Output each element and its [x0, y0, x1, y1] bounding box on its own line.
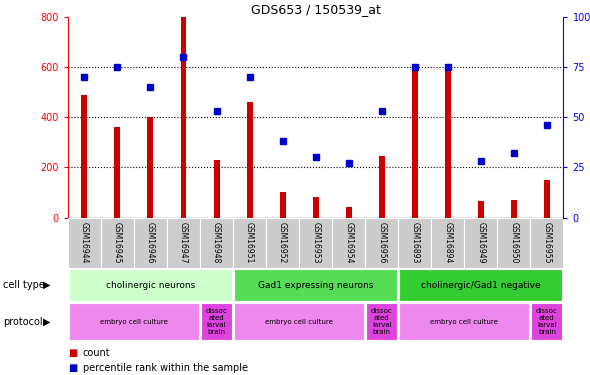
Bar [214, 160, 219, 218]
Bar [511, 200, 517, 217]
Text: GSM16894: GSM16894 [443, 222, 453, 264]
Text: protocol: protocol [3, 316, 42, 327]
Bar [365, 217, 398, 268]
Bar [69, 303, 199, 340]
Text: dissoc
ated
larval
brain: dissoc ated larval brain [536, 308, 558, 335]
Text: GSM16950: GSM16950 [509, 222, 519, 264]
Text: percentile rank within the sample: percentile rank within the sample [83, 363, 248, 373]
Bar [399, 269, 562, 301]
Text: count: count [83, 348, 110, 358]
Text: GSM16944: GSM16944 [80, 222, 89, 264]
Text: GSM16952: GSM16952 [278, 222, 287, 264]
Text: embryo cell culture: embryo cell culture [100, 319, 168, 324]
Text: GSM16948: GSM16948 [212, 222, 221, 264]
Text: cholinergic/Gad1 negative: cholinergic/Gad1 negative [421, 280, 540, 290]
Text: GSM16956: GSM16956 [377, 222, 386, 264]
Text: cholinergic neurons: cholinergic neurons [106, 280, 195, 290]
Bar [332, 217, 365, 268]
Text: cell type: cell type [3, 280, 45, 290]
Bar [379, 156, 385, 218]
Bar [532, 303, 562, 340]
Bar [167, 217, 200, 268]
Text: GSM16893: GSM16893 [410, 222, 419, 264]
Text: embryo cell culture: embryo cell culture [265, 319, 333, 324]
Bar [266, 217, 299, 268]
Text: ▶: ▶ [42, 316, 50, 327]
Bar [464, 217, 497, 268]
Bar [69, 269, 232, 301]
Bar [234, 269, 397, 301]
Bar [181, 17, 186, 217]
Text: GSM16946: GSM16946 [146, 222, 155, 264]
Text: GSM16951: GSM16951 [245, 222, 254, 264]
Bar [346, 207, 352, 218]
Bar [201, 303, 232, 340]
Bar [366, 303, 397, 340]
Text: GSM16953: GSM16953 [311, 222, 320, 264]
Bar [399, 303, 529, 340]
Title: GDS653 / 150539_at: GDS653 / 150539_at [251, 3, 381, 16]
Bar [247, 102, 253, 218]
Bar [412, 67, 418, 218]
Bar [544, 180, 550, 218]
Text: Gad1 expressing neurons: Gad1 expressing neurons [258, 280, 373, 290]
Text: embryo cell culture: embryo cell culture [430, 319, 499, 324]
Bar [497, 217, 530, 268]
Text: dissoc
ated
larval
brain: dissoc ated larval brain [206, 308, 227, 335]
Bar [299, 217, 332, 268]
Text: GSM16947: GSM16947 [179, 222, 188, 264]
Text: ■: ■ [68, 348, 77, 358]
Text: GSM16945: GSM16945 [113, 222, 122, 264]
Text: ▶: ▶ [42, 280, 50, 290]
Text: GSM16954: GSM16954 [344, 222, 353, 264]
Bar [233, 217, 266, 268]
Bar [280, 192, 286, 217]
Bar [313, 197, 319, 217]
Bar [530, 217, 563, 268]
Text: ■: ■ [68, 363, 77, 373]
Bar [478, 201, 484, 217]
Text: GSM16955: GSM16955 [542, 222, 552, 264]
Bar [81, 94, 87, 218]
Bar [101, 217, 134, 268]
Bar [200, 217, 233, 268]
Bar [134, 217, 167, 268]
Bar [398, 217, 431, 268]
Text: GSM16949: GSM16949 [476, 222, 486, 264]
Bar [234, 303, 364, 340]
Bar [114, 127, 120, 218]
Bar [68, 217, 101, 268]
Text: dissoc
ated
larval
brain: dissoc ated larval brain [371, 308, 392, 335]
Bar [431, 217, 464, 268]
Bar [148, 117, 153, 218]
Bar [445, 67, 451, 218]
